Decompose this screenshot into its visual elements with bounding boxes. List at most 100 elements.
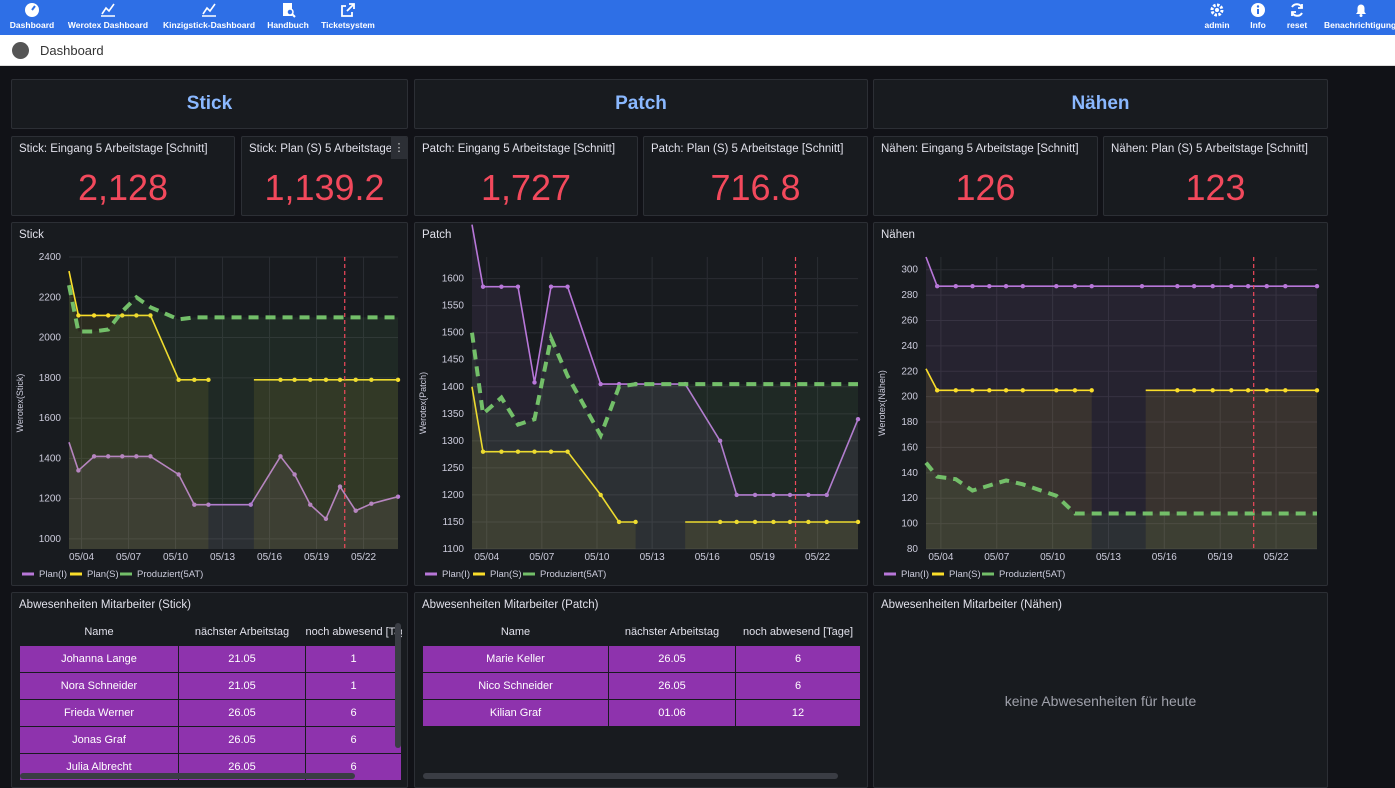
absence-table: Name nächster Arbeitstag noch abwesend [Ta… xyxy=(422,619,861,727)
data-point xyxy=(717,519,723,525)
nav-label: Handbuch xyxy=(267,20,309,30)
chart-patch[interactable]: 1100 1150 1200 1250 1300 1350 1400 1450 1500 1550… xyxy=(415,223,869,587)
table-cell: 1 xyxy=(305,644,402,673)
vertical-scrollbar[interactable] xyxy=(395,623,401,748)
stat-panel: Stick: Plan (S) 5 Arbeitstage [Schnitt] … xyxy=(241,136,408,216)
x-tick-label: 05/22 xyxy=(1264,552,1289,563)
nav-kinzigstick-dashboard[interactable]: Kinzigstick-Dashboard xyxy=(160,0,258,35)
y-tick-label: 1600 xyxy=(39,413,62,424)
data-point xyxy=(76,468,81,473)
data-point xyxy=(717,438,723,444)
y-tick-label: 1100 xyxy=(442,544,464,555)
nav-werotex-dashboard[interactable]: Werotex Dashboard xyxy=(64,0,152,35)
data-point xyxy=(308,502,313,507)
breadcrumb[interactable]: Dashboard xyxy=(40,43,104,58)
data-point xyxy=(787,519,793,525)
panel-title: Abwesenheiten Mitarbeiter (Nähen) xyxy=(881,599,1062,611)
data-point xyxy=(1283,284,1288,289)
panel-title: Nähen xyxy=(881,229,915,241)
column-header[interactable]: noch abwesend [Tage] xyxy=(305,625,402,638)
data-point xyxy=(1283,388,1288,393)
nav-label: reset xyxy=(1286,20,1308,30)
legend-label: Plan(S) xyxy=(490,569,522,580)
data-point xyxy=(565,284,570,289)
chart-naehen[interactable]: 80 100 120 140 160 180 200 220 240 260 280 300 05/04… xyxy=(874,223,1329,587)
data-point xyxy=(369,377,374,383)
data-point xyxy=(480,449,486,454)
panel-title: Nähen: Eingang 5 Arbeitstage [Schnitt] xyxy=(881,143,1079,155)
column-header[interactable]: nächster Arbeitstag xyxy=(194,625,290,638)
table-cell: 6 xyxy=(305,698,402,727)
table-row: Jonas Graf 26.05 6 xyxy=(19,725,402,754)
data-point xyxy=(76,313,81,318)
panel-title: Patch: Plan (S) 5 Arbeitstage [Schnitt] xyxy=(651,143,844,155)
horizontal-scrollbar[interactable] xyxy=(20,773,355,779)
data-point xyxy=(134,313,139,318)
y-tick-label: 160 xyxy=(901,442,918,453)
book-search-icon xyxy=(283,3,296,18)
data-point xyxy=(192,502,197,507)
external-link-icon xyxy=(341,3,355,17)
series-area xyxy=(685,522,858,549)
column-header[interactable]: noch abwesend [Tage] xyxy=(742,625,854,638)
column-header[interactable]: nächster Arbeitstag xyxy=(624,625,720,638)
data-point xyxy=(953,284,958,289)
data-point xyxy=(1072,284,1078,289)
nav-handbuch[interactable]: Handbuch xyxy=(264,0,312,35)
y-tick-label: 100 xyxy=(901,519,918,530)
table-cell: 12 xyxy=(735,698,861,727)
data-point xyxy=(970,284,975,289)
stat-value: 1,727 xyxy=(480,167,572,208)
y-tick-label: 180 xyxy=(901,417,918,428)
data-point xyxy=(1229,284,1234,289)
column-header[interactable]: Name xyxy=(500,625,531,638)
x-tick-label: 05/22 xyxy=(351,552,376,563)
data-point xyxy=(771,492,776,498)
data-point xyxy=(616,519,622,525)
nav-notifications[interactable]: Benachrichtigungen xyxy=(1324,0,1395,35)
data-point xyxy=(148,454,153,459)
data-point xyxy=(1245,388,1251,393)
nav-info[interactable]: Info xyxy=(1244,0,1272,35)
series-area xyxy=(926,257,1317,549)
data-point xyxy=(515,449,521,454)
horizontal-scrollbar[interactable] xyxy=(423,773,838,779)
y-tick-label: 1150 xyxy=(442,517,464,528)
data-point xyxy=(1089,388,1094,393)
data-point xyxy=(353,377,358,383)
y-tick-label: 300 xyxy=(901,265,918,276)
nav-dashboard[interactable]: Dashboard xyxy=(8,0,56,35)
column-header[interactable]: Name xyxy=(84,625,114,638)
nav-label: Info xyxy=(1250,20,1266,30)
series-line xyxy=(67,284,398,334)
legend-label: Produziert(5AT) xyxy=(137,569,203,580)
data-point xyxy=(395,494,401,499)
y-tick-label: 1500 xyxy=(442,328,465,339)
bell-icon xyxy=(1356,4,1366,17)
data-point xyxy=(395,377,401,383)
stat-panel: Patch: Plan (S) 5 Arbeitstage [Schnitt] … xyxy=(643,136,868,216)
legend-label: Plan(S) xyxy=(949,569,981,580)
chart-stick[interactable]: 1000 1200 1400 1600 1800 2000 2200 2400 05/04 05/… xyxy=(12,223,409,587)
stat-value: 123 xyxy=(1185,167,1246,208)
table-cell: 26.05 xyxy=(178,698,306,727)
x-tick-label: 05/07 xyxy=(529,552,554,563)
legend-label: Plan(I) xyxy=(39,569,67,580)
nav-reset[interactable]: reset xyxy=(1281,0,1313,35)
dashboard-icon xyxy=(12,42,29,59)
data-point xyxy=(1072,388,1078,393)
nav-ticketsystem[interactable]: Ticketsystem xyxy=(318,0,378,35)
data-point xyxy=(806,519,811,525)
data-point xyxy=(934,284,940,289)
x-tick-label: 05/10 xyxy=(584,552,609,563)
data-point xyxy=(515,284,521,289)
data-point xyxy=(480,284,486,289)
data-point xyxy=(1264,388,1269,393)
x-tick-label: 05/16 xyxy=(695,552,720,563)
nav-admin[interactable]: admin xyxy=(1200,0,1234,35)
x-tick-label: 05/16 xyxy=(257,552,282,563)
panel-menu-icon[interactable]: ⋮ xyxy=(391,137,407,159)
series-line xyxy=(470,331,858,441)
data-point xyxy=(771,519,776,525)
data-point xyxy=(598,381,603,387)
